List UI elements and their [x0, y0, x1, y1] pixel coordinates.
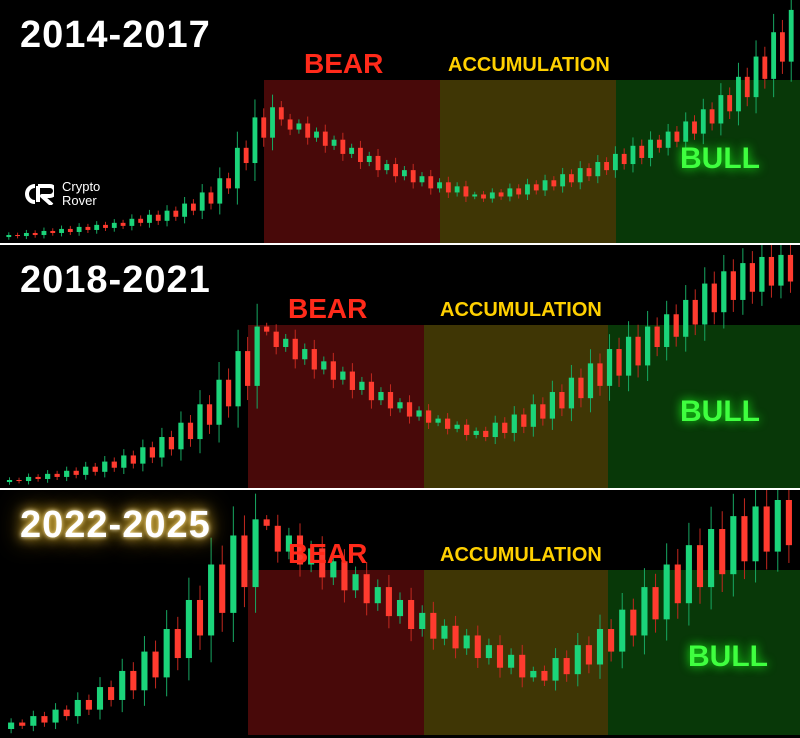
- accum-zone: [424, 325, 608, 488]
- accum-zone: [424, 570, 608, 735]
- period-title: 2014-2017: [20, 14, 211, 57]
- accum-label: ACCUMULATION: [440, 544, 602, 567]
- bull-label: BULL: [680, 395, 760, 429]
- cycle-panel: 2018-2021 BEAR ACCUMULATION BULL: [0, 245, 800, 490]
- bull-label: BULL: [680, 142, 760, 176]
- accum-zone: [440, 80, 616, 243]
- brand-mark-icon: [20, 183, 54, 205]
- cycle-panel: 2022-2025 BEAR ACCUMULATION BULL: [0, 490, 800, 735]
- bear-label: BEAR: [288, 293, 367, 325]
- bear-zone: [264, 80, 440, 243]
- accum-label: ACCUMULATION: [440, 299, 602, 322]
- cycle-panel: 2014-2017 BEAR ACCUMULATION BULL CryptoRover: [0, 0, 800, 245]
- bear-label: BEAR: [288, 538, 367, 570]
- bear-zone: [248, 570, 424, 735]
- bear-zone: [248, 325, 424, 488]
- brand-text: CryptoRover: [62, 180, 100, 207]
- period-title: 2022-2025: [20, 504, 211, 547]
- bear-label: BEAR: [304, 48, 383, 80]
- bull-label: BULL: [688, 640, 768, 674]
- period-title: 2018-2021: [20, 259, 211, 302]
- brand-logo: CryptoRover: [20, 180, 100, 207]
- accum-label: ACCUMULATION: [448, 54, 610, 77]
